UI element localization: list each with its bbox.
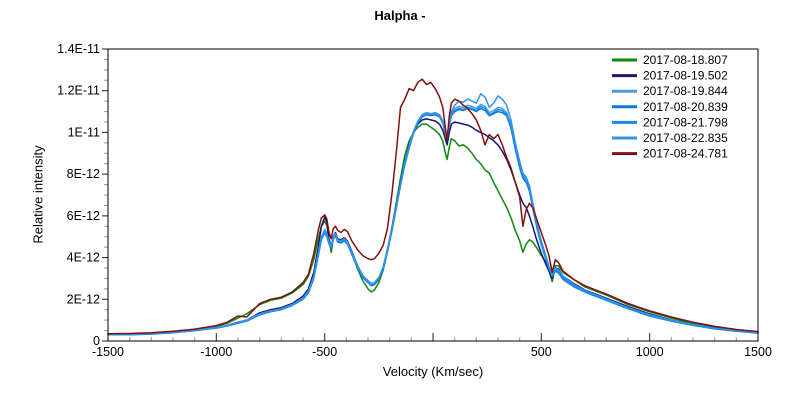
y-tick-label: 1.4E-11 xyxy=(57,42,100,56)
x-tick-label: -1000 xyxy=(200,345,232,359)
series-line xyxy=(107,78,759,335)
series-line xyxy=(107,118,759,336)
legend-entry: 2017-08-21.798 xyxy=(612,115,728,129)
chart-title: Halpha - xyxy=(374,8,426,23)
y-tick-label: 1.2E-11 xyxy=(57,84,100,98)
x-axis-title: Velocity (Km/sec) xyxy=(382,364,484,379)
y-tick-label: 1E-11 xyxy=(68,125,100,139)
legend-entry: 2017-08-24.781 xyxy=(612,147,728,161)
y-tick-label: 2E-12 xyxy=(67,292,100,306)
legend-label: 2017-08-19.502 xyxy=(643,69,728,83)
legend-label: 2017-08-21.798 xyxy=(643,115,728,129)
legend-label: 2017-08-22.835 xyxy=(643,131,728,145)
legend-label: 2017-08-19.844 xyxy=(643,84,728,98)
y-axis-title: Relative intensity xyxy=(30,145,46,244)
legend-label: 2017-08-24.781 xyxy=(643,147,728,161)
x-tick-label: -500 xyxy=(312,345,337,359)
y-tick-label: 4E-12 xyxy=(67,251,100,265)
y-tick-label: 0 xyxy=(93,334,100,348)
legend-label: 2017-08-20.839 xyxy=(643,100,728,114)
y-tick-label: 6E-12 xyxy=(67,209,100,223)
legend-entry: 2017-08-20.839 xyxy=(612,100,728,114)
x-tick-label: 1000 xyxy=(636,345,664,359)
legend-entry: 2017-08-22.835 xyxy=(612,131,728,145)
x-tick-label: 1500 xyxy=(744,345,772,359)
series-line xyxy=(107,93,759,336)
legend-entry: 2017-08-19.502 xyxy=(612,69,728,83)
plot-frame xyxy=(107,48,759,342)
x-tick-label: -1500 xyxy=(92,345,124,359)
legend-label: 2017-08-18.807 xyxy=(643,53,728,67)
x-tick-label: 500 xyxy=(531,345,552,359)
y-tick-label: 8E-12 xyxy=(67,167,100,181)
legend-entry: 2017-08-19.844 xyxy=(612,84,728,98)
legend-entry: 2017-08-18.807 xyxy=(612,53,728,67)
